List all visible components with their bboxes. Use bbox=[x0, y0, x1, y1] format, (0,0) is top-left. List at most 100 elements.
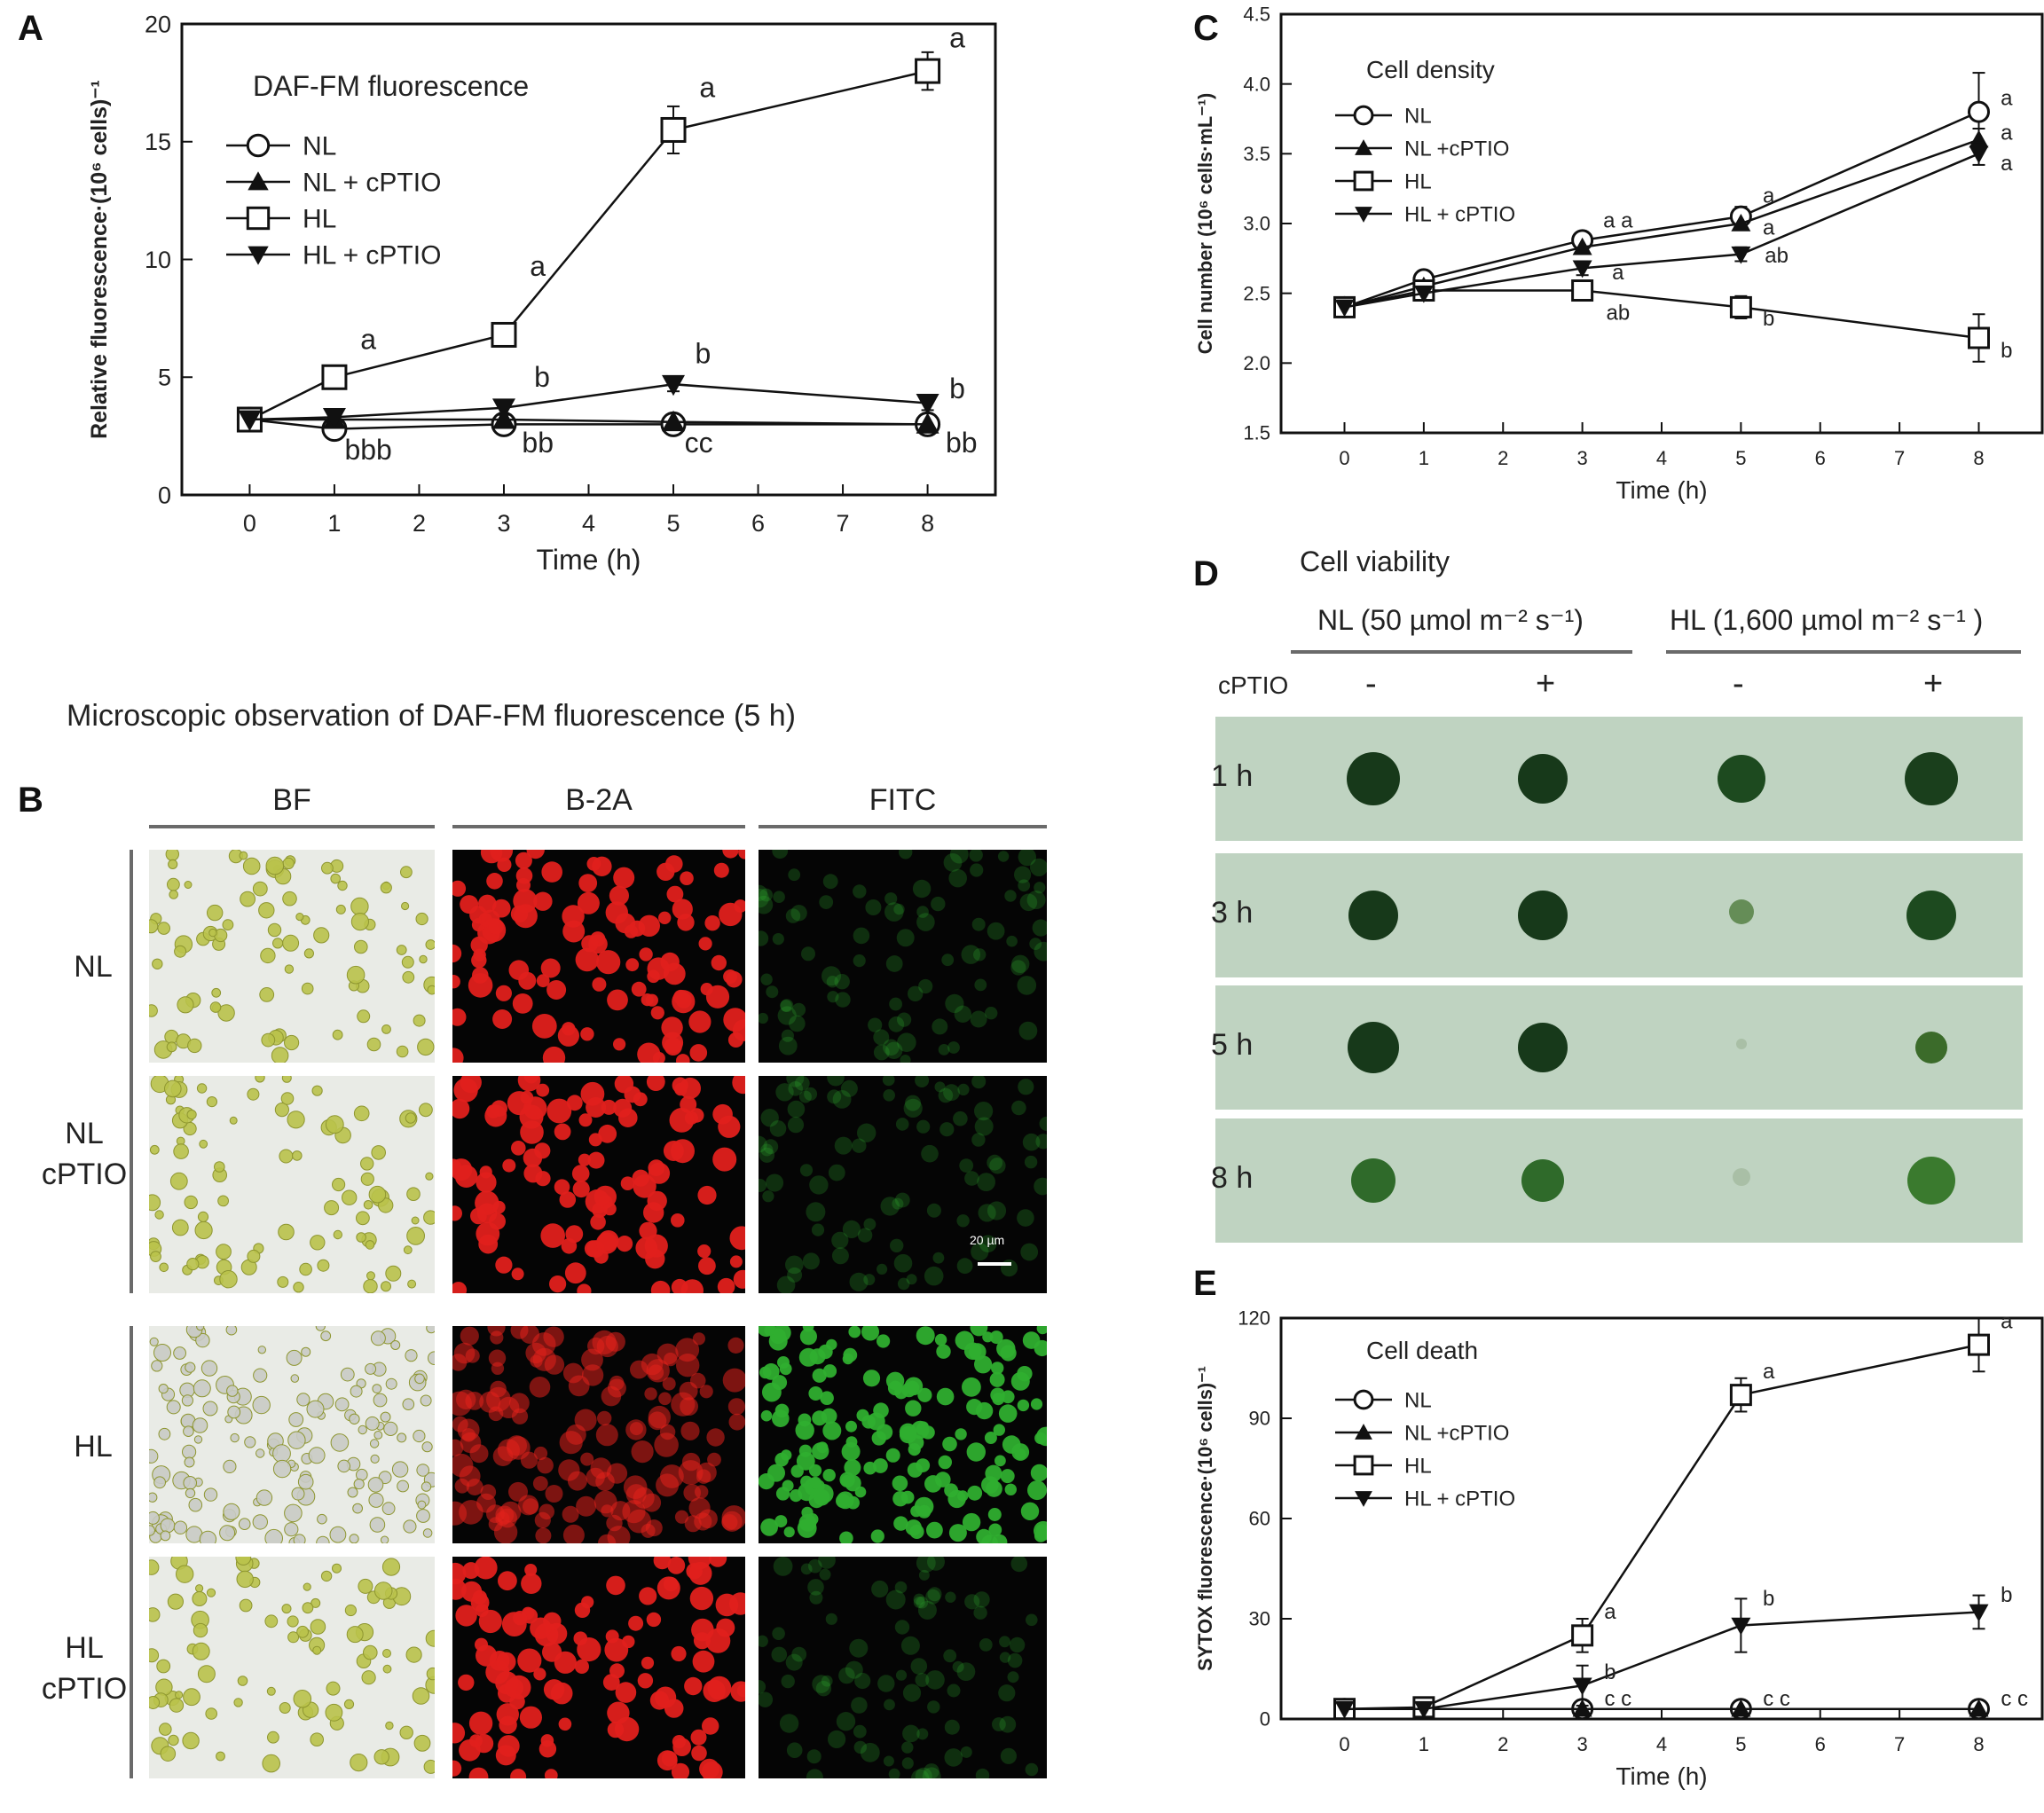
cell-blob bbox=[486, 873, 503, 890]
cell-blob bbox=[1027, 1480, 1047, 1501]
cell-blob bbox=[363, 1279, 378, 1293]
cell-blob bbox=[1004, 890, 1017, 902]
cell-blob bbox=[794, 1076, 810, 1091]
cell-blob bbox=[239, 1598, 253, 1613]
cell-blob bbox=[188, 1497, 203, 1512]
cell-blob bbox=[918, 1569, 930, 1581]
cell-blob bbox=[915, 1673, 930, 1687]
cell-blob bbox=[689, 1586, 714, 1611]
cell-blob bbox=[932, 1018, 948, 1035]
plate-colonies bbox=[1348, 891, 1956, 940]
cell-blob bbox=[952, 1660, 964, 1673]
cell-blob bbox=[574, 1659, 589, 1674]
cell-blob bbox=[367, 1477, 384, 1493]
significance-letter: a bbox=[1763, 1360, 1775, 1384]
cell-blob bbox=[999, 1652, 1011, 1663]
cell-blob bbox=[281, 1604, 292, 1614]
legend-marker bbox=[1353, 170, 1374, 192]
row-label-nl-cptio: NL cPTIO bbox=[9, 1113, 160, 1195]
cell-blob bbox=[332, 1563, 342, 1574]
cell-blob bbox=[523, 1148, 543, 1168]
x-axis-label: Time (h) bbox=[1616, 1762, 1707, 1790]
cell-blob bbox=[417, 1500, 427, 1510]
cell-blob bbox=[759, 1012, 768, 1024]
cell-blob bbox=[762, 1382, 782, 1402]
cell-blob bbox=[615, 1682, 637, 1703]
cell-blob bbox=[546, 1098, 572, 1124]
cell-blob bbox=[788, 868, 801, 882]
cell-blob bbox=[971, 1133, 986, 1147]
x-tick-label: 1 bbox=[1419, 447, 1429, 469]
cell-blob bbox=[870, 1529, 884, 1543]
cell-blob bbox=[406, 1227, 426, 1245]
cell-blob bbox=[208, 928, 217, 938]
cell-blob bbox=[167, 1593, 184, 1610]
cell-blob bbox=[381, 1558, 401, 1576]
viability-plate bbox=[1215, 853, 2023, 977]
cell-blob bbox=[827, 1076, 845, 1087]
significance-letter: a bbox=[949, 22, 965, 54]
cell-blob bbox=[491, 899, 511, 918]
cell-blob bbox=[672, 1735, 686, 1749]
cell-blob bbox=[889, 997, 902, 1011]
row-label-line: HL bbox=[74, 1430, 113, 1464]
cell-blob bbox=[655, 1686, 677, 1708]
cell-blob bbox=[964, 1171, 979, 1186]
cell-blob bbox=[1018, 1079, 1034, 1095]
x-tick-label: 8 bbox=[1973, 1733, 1984, 1755]
cell-blob bbox=[620, 1176, 635, 1190]
row-label-line: NL bbox=[74, 950, 113, 984]
cell-blob bbox=[405, 1112, 417, 1124]
cell-blob bbox=[892, 1197, 904, 1210]
significance-letter: a bbox=[1612, 261, 1624, 285]
cell-blob bbox=[778, 1036, 798, 1056]
legend-marker bbox=[1353, 1455, 1374, 1476]
cell-blob bbox=[788, 1081, 803, 1096]
cell-blob bbox=[281, 1076, 292, 1083]
cell-blob bbox=[480, 1484, 497, 1500]
cell-blob bbox=[484, 1104, 507, 1127]
cell-blob bbox=[652, 1052, 665, 1063]
cell-blob bbox=[370, 1454, 380, 1464]
cell-blob bbox=[603, 1202, 617, 1216]
cell-blob bbox=[284, 964, 295, 974]
cell-blob bbox=[315, 1326, 326, 1331]
cell-blob bbox=[296, 1625, 310, 1638]
cell-blob bbox=[704, 915, 720, 931]
cell-blob bbox=[974, 1102, 994, 1121]
cell-blob bbox=[759, 1147, 775, 1163]
cell-blob bbox=[173, 1520, 188, 1534]
cell-blob bbox=[840, 1079, 858, 1097]
cell-blob bbox=[821, 1675, 833, 1687]
cell-blob bbox=[853, 954, 866, 968]
cell-blob bbox=[1017, 1399, 1030, 1412]
cell-blob bbox=[1024, 1155, 1038, 1169]
cell-blob bbox=[508, 960, 530, 980]
cell-blob bbox=[791, 1002, 806, 1017]
cell-blob bbox=[149, 1004, 158, 1017]
cell-blob bbox=[549, 1275, 567, 1293]
cell-blob bbox=[698, 937, 712, 951]
cell-blob bbox=[912, 879, 932, 899]
x-tick-label: 5 bbox=[667, 510, 680, 537]
cell-blob bbox=[416, 1464, 430, 1477]
cell-blob bbox=[171, 1219, 189, 1236]
cell-blob bbox=[149, 1607, 161, 1622]
cell-blob bbox=[688, 1561, 712, 1585]
cell-blob bbox=[786, 1076, 805, 1087]
cell-blob bbox=[790, 1464, 804, 1478]
cell-blob bbox=[498, 1571, 517, 1591]
cell-blob bbox=[421, 1481, 432, 1492]
data-point bbox=[1571, 279, 1594, 302]
cell-blob bbox=[342, 1189, 358, 1205]
cell-blob bbox=[164, 1079, 182, 1098]
cell-blob bbox=[900, 1055, 911, 1063]
cell-blob bbox=[421, 1441, 433, 1453]
cell-blob bbox=[806, 1769, 823, 1778]
row-label-line: cPTIO bbox=[41, 1672, 128, 1706]
micrograph bbox=[759, 1557, 1047, 1778]
cell-blob bbox=[350, 897, 369, 916]
cell-blob bbox=[267, 922, 282, 938]
cell-blob bbox=[357, 1009, 371, 1024]
x-tick-label: 2 bbox=[1498, 447, 1508, 469]
